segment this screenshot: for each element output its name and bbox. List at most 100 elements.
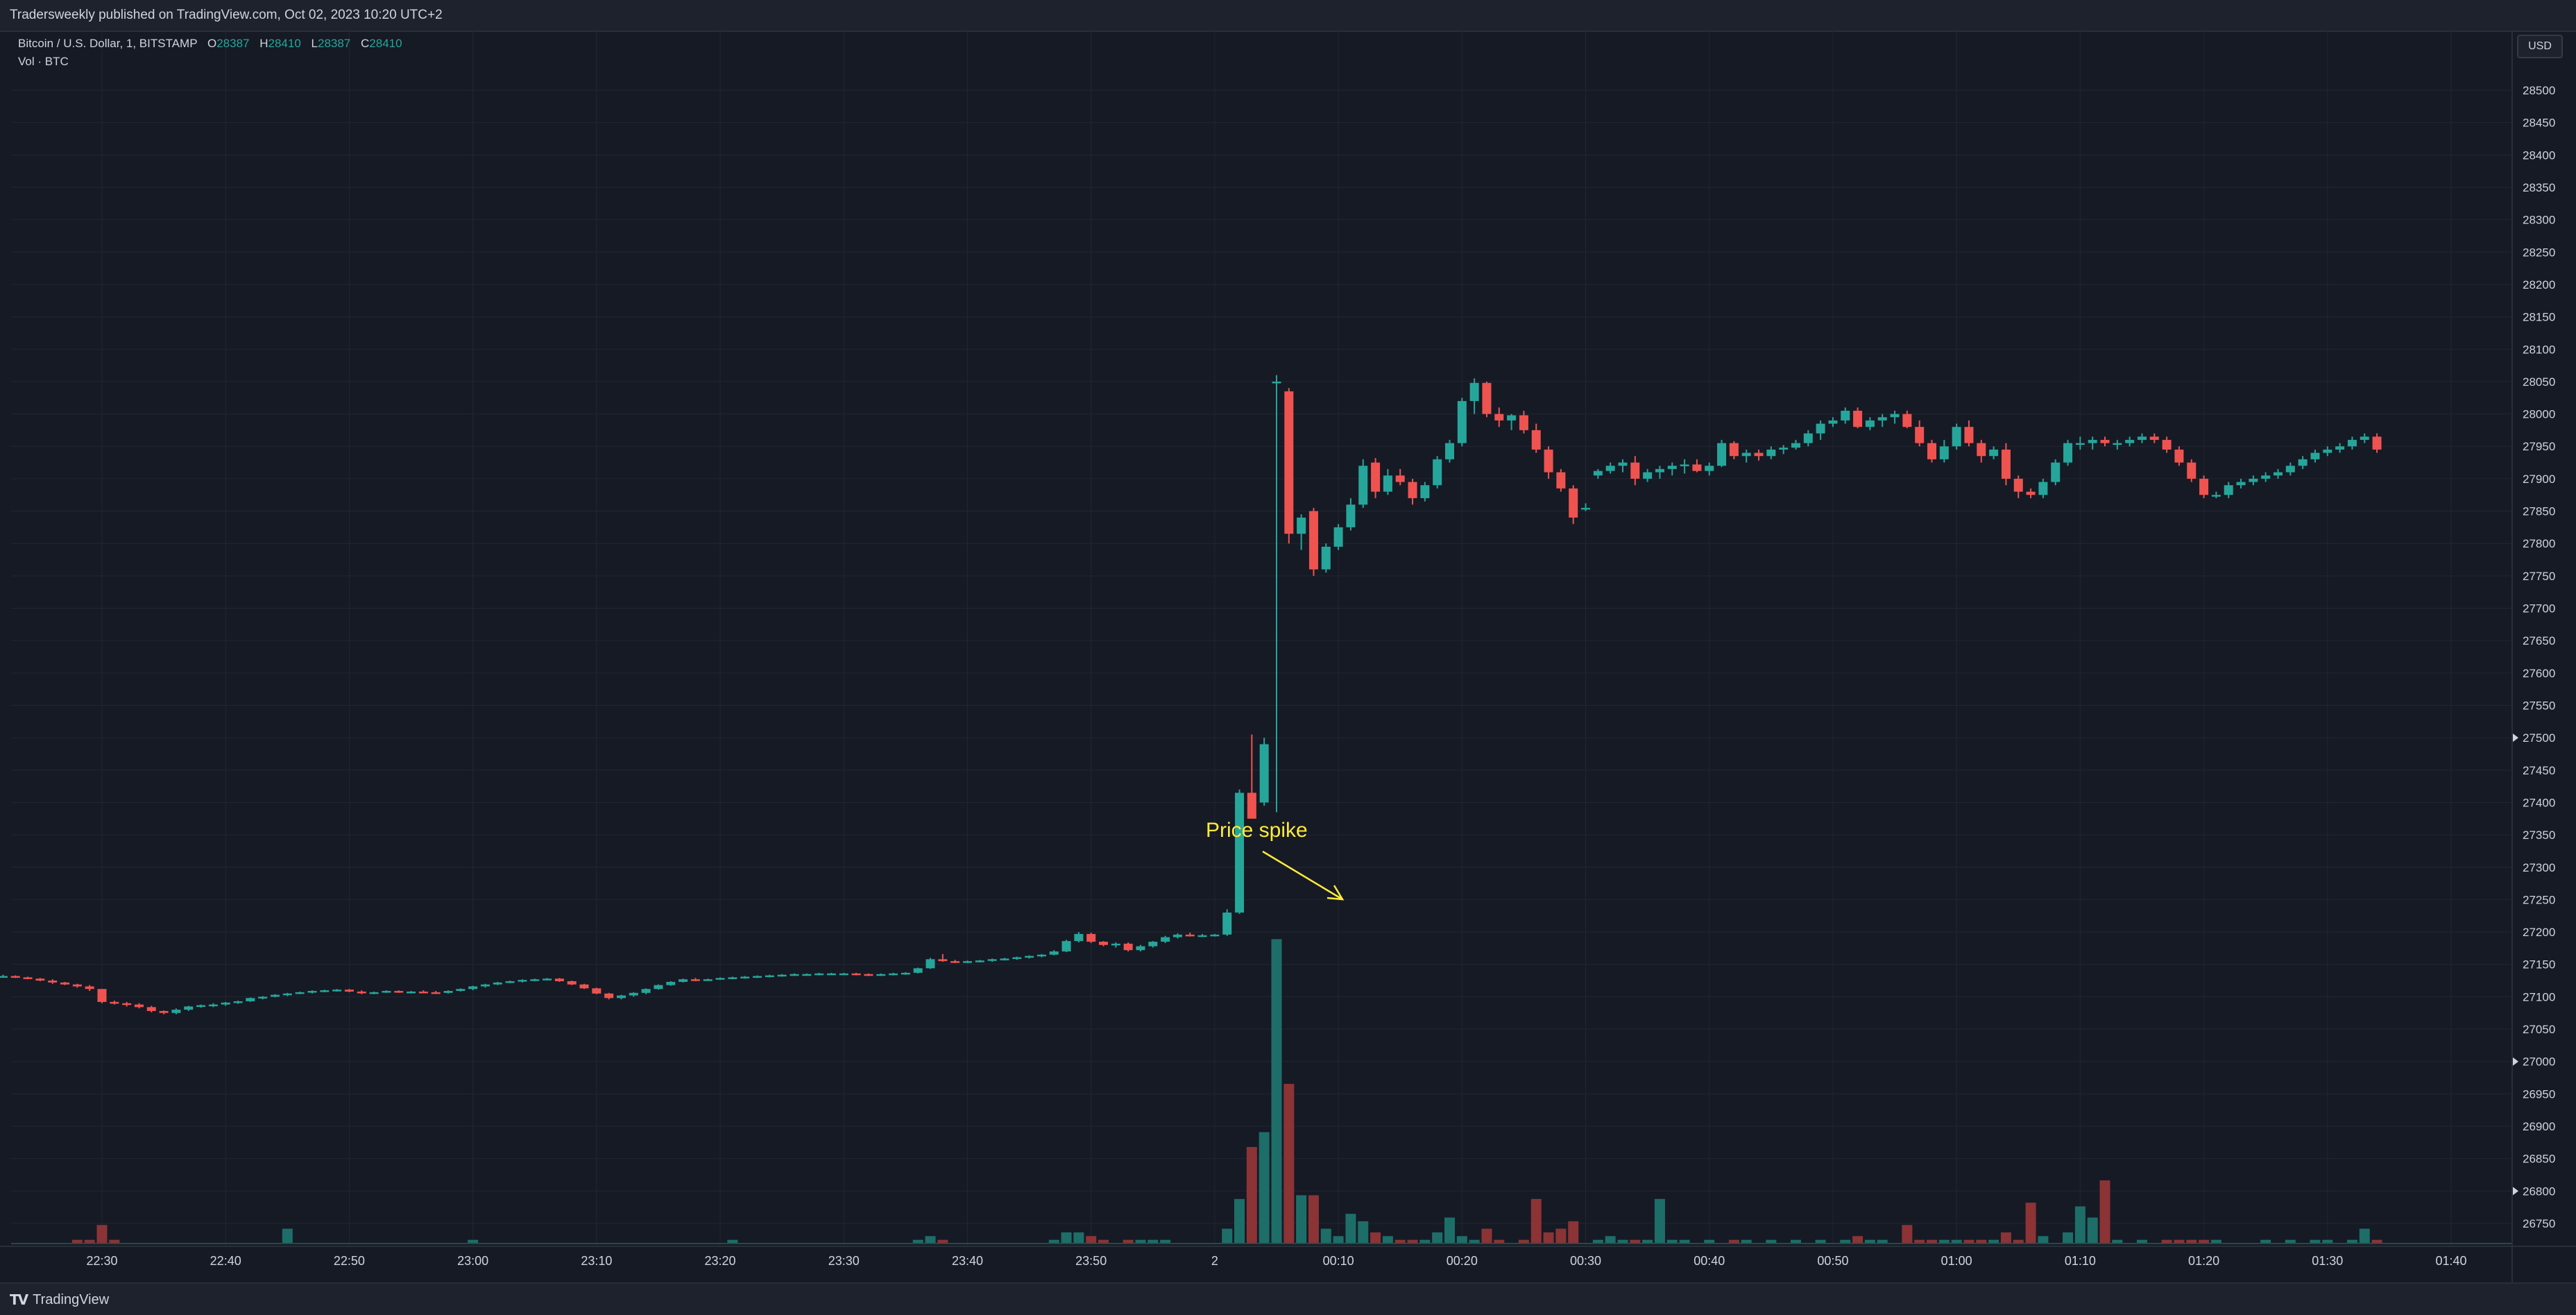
price-tick-label: 27450 bbox=[2523, 764, 2555, 777]
candle-body bbox=[2224, 485, 2233, 495]
volume-bar bbox=[1902, 1225, 1913, 1244]
volume-bar bbox=[1494, 1239, 1505, 1244]
volume-bar bbox=[2025, 1203, 2036, 1244]
close-label: C bbox=[361, 37, 370, 50]
close-value: 28410 bbox=[369, 37, 402, 50]
candle-body bbox=[1630, 462, 1640, 479]
chart-area[interactable]: 28500 28450 28400 28350 28300 28250 28200 28150… bbox=[0, 31, 2576, 1282]
candle-body bbox=[0, 976, 8, 978]
candle-body bbox=[2310, 452, 2320, 459]
volume-bar bbox=[1259, 1132, 1270, 1244]
publisher-header: Tradersweekly published on TradingView.c… bbox=[0, 0, 2576, 32]
candle-body bbox=[1383, 475, 1392, 492]
candle-body bbox=[1853, 410, 1863, 427]
candle-body bbox=[1197, 935, 1207, 938]
candle-body bbox=[592, 988, 602, 994]
volume-bar bbox=[937, 1239, 948, 1244]
price-tick-label: 27850 bbox=[2523, 505, 2555, 518]
volume-bar bbox=[1741, 1239, 1752, 1244]
candle-body bbox=[864, 974, 873, 976]
candle-body bbox=[1729, 443, 1739, 457]
candle-body bbox=[1284, 391, 1294, 534]
price-tick-label: 26750 bbox=[2523, 1217, 2555, 1230]
annotation-arrowhead bbox=[1327, 885, 1345, 901]
candle-body bbox=[2199, 478, 2209, 495]
volume-bar bbox=[1518, 1239, 1529, 1244]
volume-bar bbox=[1358, 1221, 1369, 1244]
candle-body bbox=[690, 979, 700, 981]
volume-bar bbox=[1444, 1217, 1455, 1244]
volume-bar bbox=[1394, 1239, 1406, 1244]
candle-body bbox=[1185, 934, 1195, 937]
candle-body bbox=[320, 990, 330, 992]
volume-bar bbox=[2174, 1239, 2185, 1244]
volume-bar bbox=[1283, 1083, 1295, 1244]
candle-body bbox=[518, 980, 527, 982]
volume-bar bbox=[1407, 1239, 1418, 1244]
candle-body bbox=[1952, 427, 1961, 447]
volume-bar bbox=[1938, 1239, 1950, 1244]
candle-body bbox=[431, 992, 441, 994]
volume-bar bbox=[1048, 1239, 1059, 1244]
volume-bar bbox=[1679, 1239, 1690, 1244]
candle-body bbox=[1754, 452, 1764, 457]
price-tick-label: 28450 bbox=[2523, 117, 2555, 130]
candle-body bbox=[344, 990, 354, 992]
candle-body bbox=[1705, 466, 1714, 471]
volume-bar bbox=[1852, 1236, 1863, 1244]
candle-body bbox=[616, 995, 626, 999]
volume-bar bbox=[1568, 1221, 1579, 1244]
candle-body bbox=[2125, 439, 2135, 443]
volume-bar bbox=[1419, 1239, 1431, 1244]
candle-body bbox=[543, 978, 552, 981]
annotation-label[interactable]: Price spike bbox=[1206, 819, 1308, 842]
volume-bar bbox=[1864, 1239, 1875, 1244]
candle-body bbox=[2038, 482, 2048, 495]
annotation-arrow bbox=[1262, 850, 1343, 901]
currency-button[interactable]: USD bbox=[2517, 35, 2563, 58]
candle-body bbox=[1915, 427, 1925, 443]
volume-bar bbox=[1543, 1232, 1554, 1244]
candle-body bbox=[2149, 436, 2159, 440]
volume-bar bbox=[1271, 939, 1282, 1244]
volume-bar bbox=[925, 1236, 936, 1244]
volume-indicator-label[interactable]: Vol · BTC bbox=[18, 55, 69, 68]
candle-body bbox=[208, 1004, 218, 1007]
candle-body bbox=[2162, 439, 2172, 450]
candle-body bbox=[1605, 466, 1615, 471]
candle-body bbox=[1766, 449, 1776, 457]
volume-bar bbox=[2186, 1239, 2197, 1244]
candle-body bbox=[2236, 482, 2246, 486]
candle-body bbox=[2026, 491, 2036, 495]
candle-body bbox=[913, 968, 923, 973]
volume-bar bbox=[2322, 1239, 2333, 1244]
candle-body bbox=[1556, 472, 1566, 489]
price-tick-label: 27200 bbox=[2523, 926, 2555, 939]
volume-bar bbox=[2210, 1239, 2221, 1244]
candle-body bbox=[159, 1010, 169, 1013]
volume-bar bbox=[1308, 1195, 1319, 1244]
candle-body bbox=[987, 959, 997, 961]
volume-bar bbox=[2359, 1228, 2370, 1244]
volume-bar bbox=[1469, 1239, 1480, 1244]
candle-body bbox=[876, 974, 886, 976]
volume-bar bbox=[1963, 1239, 1974, 1244]
price-tick-label: 28150 bbox=[2523, 311, 2555, 324]
tradingview-brand[interactable]: TV TradingView bbox=[10, 1289, 109, 1310]
symbol-title[interactable]: Bitcoin / U.S. Dollar, 1, BITSTAMP bbox=[18, 37, 198, 50]
chart-legend: Bitcoin / U.S. Dollar, 1, BITSTAMP O2838… bbox=[18, 35, 402, 71]
time-tick-label: 22:30 bbox=[86, 1254, 117, 1268]
candle-body bbox=[418, 991, 428, 994]
candle-body bbox=[1074, 933, 1084, 942]
price-tick-label: 27550 bbox=[2523, 699, 2555, 712]
candle-body bbox=[480, 984, 490, 987]
low-label: L bbox=[311, 37, 318, 50]
candle-body bbox=[1037, 954, 1046, 957]
price-tick-label: 27950 bbox=[2523, 440, 2555, 453]
candle-body bbox=[2100, 439, 2110, 443]
price-tick-label: 27300 bbox=[2523, 861, 2555, 874]
high-label: H bbox=[259, 37, 268, 50]
candle-body bbox=[2274, 472, 2283, 476]
candle-body bbox=[1482, 382, 1492, 414]
candle-body bbox=[1210, 934, 1220, 937]
